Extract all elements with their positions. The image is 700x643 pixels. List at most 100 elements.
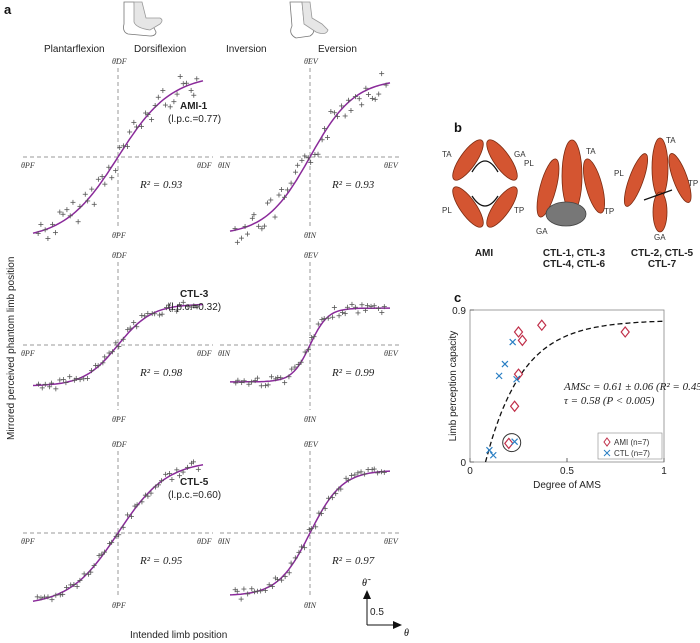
data-point [63, 380, 69, 386]
r-squared-label: R² = 0.98 [139, 367, 183, 379]
data-point [139, 313, 145, 319]
header-eversion: Eversion [318, 44, 357, 55]
data-point [359, 102, 365, 108]
data-point [155, 482, 161, 488]
data-point [331, 110, 337, 116]
data-point [127, 325, 133, 331]
panel-label-b: b [454, 120, 462, 135]
data-point [113, 533, 119, 539]
data-point [148, 490, 154, 496]
legend-entry: AMI (n=7) [614, 438, 650, 447]
data-point [234, 588, 240, 594]
scale-bar-value: 0.5 [370, 607, 384, 618]
data-point [336, 313, 342, 319]
data-point [348, 107, 354, 113]
axis-label-right: θDF [197, 537, 212, 546]
data-point [325, 495, 331, 501]
data-point [138, 124, 144, 130]
data-point [167, 104, 173, 110]
muscle-label-ga: GA [536, 227, 548, 236]
data-point [145, 493, 151, 499]
data-point [333, 491, 339, 497]
data-point [315, 151, 321, 157]
data-point [88, 569, 94, 575]
data-point [309, 335, 315, 341]
data-point [362, 471, 368, 477]
header-dorsiflexion: Dorsiflexion [134, 44, 186, 55]
ami-point [537, 319, 547, 332]
muscle-pl [623, 153, 649, 207]
data-point [365, 92, 371, 98]
data-point [124, 143, 130, 149]
header-inversion: Inversion [226, 44, 267, 55]
axis-label-bottom: θ̃IN [304, 231, 317, 240]
x-tick-label: 0 [467, 466, 473, 477]
data-point [53, 386, 59, 392]
data-point [362, 307, 368, 313]
legend-entry: CTL (n=7) [614, 449, 650, 458]
sigmoid-fit [230, 307, 390, 383]
data-point [249, 379, 255, 385]
data-point [155, 94, 161, 100]
data-point [109, 539, 115, 545]
muscle-label-tp: TP [604, 207, 614, 216]
data-point [102, 354, 108, 360]
data-point [96, 553, 102, 559]
data-point [295, 162, 301, 168]
fit-annotation-line2: τ = 0.58 (P < 0.005) [564, 395, 655, 407]
data-point [166, 302, 172, 308]
data-point [116, 343, 122, 349]
data-point [313, 524, 319, 530]
data-point [162, 102, 168, 108]
data-point [180, 299, 186, 305]
lpc-label: (l.p.c.=0.32) [168, 302, 221, 313]
ami-point [509, 400, 520, 413]
muscle-ga [652, 191, 668, 233]
data-point [73, 375, 79, 381]
data-point [339, 309, 345, 315]
data-point [282, 574, 288, 580]
data-point [34, 594, 40, 600]
data-point [286, 570, 292, 576]
x-axis-label: Degree of AMS [533, 480, 601, 491]
data-point [180, 469, 186, 475]
subplot-ctl-3-left: θ̃DF θ̃PF θPF θDF R² = 0.98 [21, 251, 213, 424]
subplot-ami-1-left: θ̃DF θ̃PF θPF θDF R² = 0.93 [21, 57, 213, 241]
data-point [184, 80, 190, 86]
data-point [268, 197, 274, 203]
data-point [372, 96, 378, 102]
axis-label-top: θ̃DF [112, 440, 127, 449]
data-point [305, 155, 311, 161]
data-point [272, 214, 278, 220]
data-point [302, 545, 308, 551]
sigmoid-fit [229, 82, 391, 232]
data-point [258, 588, 264, 594]
data-point [342, 113, 348, 119]
data-point [95, 363, 101, 369]
data-point [242, 223, 248, 229]
data-point [246, 381, 252, 387]
data-point [106, 350, 112, 356]
data-point [158, 478, 164, 484]
data-point [322, 505, 328, 511]
data-point [352, 304, 358, 310]
data-point [363, 85, 369, 91]
data-point [334, 114, 340, 120]
data-point [194, 76, 200, 82]
data-point [292, 555, 298, 561]
data-point [166, 470, 172, 476]
data-point [163, 471, 169, 477]
muscle-label-pl: PL [614, 169, 624, 178]
data-point [331, 305, 337, 311]
ctl-point [511, 438, 519, 446]
data-point [191, 303, 197, 309]
ctl-point [485, 446, 493, 454]
muscle-label-ta: TA [442, 150, 452, 159]
ami-point [620, 325, 630, 338]
data-point [325, 315, 331, 321]
axis-label-top: θ̃DF [112, 57, 127, 66]
axis-label-bottom: θ̃IN [304, 415, 317, 424]
data-point [190, 459, 196, 465]
panel-label-a: a [4, 2, 12, 17]
